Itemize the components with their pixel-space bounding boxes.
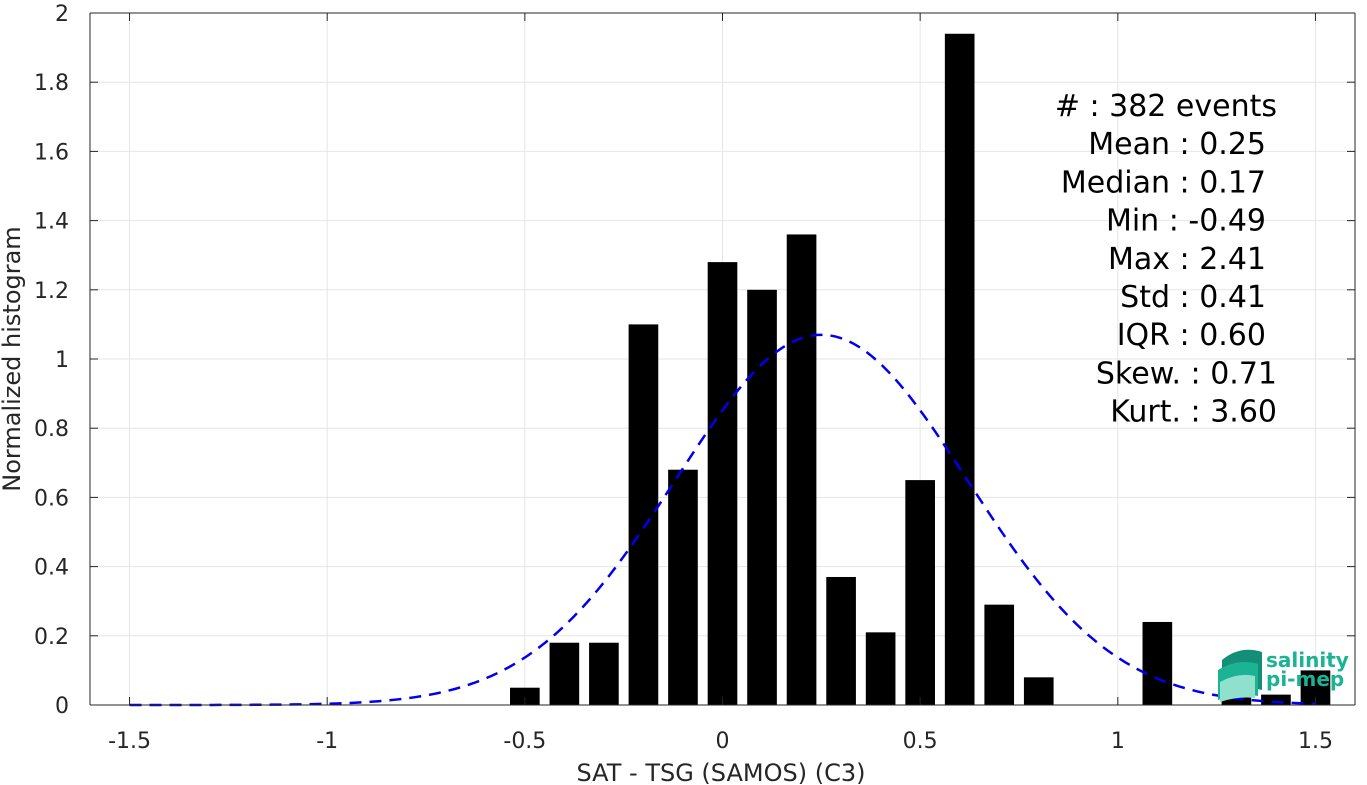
histogram-bar xyxy=(1142,621,1173,705)
histogram-bar xyxy=(865,632,896,705)
histogram-bar xyxy=(549,642,580,705)
y-tick-label: 0 xyxy=(55,694,69,719)
y-tick-label: 1.4 xyxy=(34,210,69,235)
histogram-bar xyxy=(589,642,619,705)
y-tick-label: 1 xyxy=(55,348,69,373)
y-tick-label: 0.4 xyxy=(34,556,69,581)
x-tick-label: 0.5 xyxy=(903,729,938,754)
x-tick-label: 1.5 xyxy=(1298,729,1333,754)
y-tick-label: 0.8 xyxy=(34,417,69,442)
histogram-bar xyxy=(628,324,659,705)
y-tick-label: 1.8 xyxy=(34,71,69,96)
y-tick-label: 0.6 xyxy=(34,486,69,511)
salinity-pimep-logo: salinity pi-mep xyxy=(1218,648,1349,702)
logo-text-pimep: pi-mep xyxy=(1266,667,1344,691)
x-tick-label: 0 xyxy=(716,729,730,754)
x-tick-label: -0.5 xyxy=(503,729,546,754)
stats-line: IQR : 0.60 xyxy=(1117,318,1266,353)
stats-line: Std : 0.41 xyxy=(1120,280,1266,315)
histogram-bar xyxy=(707,262,738,705)
stats-line: # : 382 events xyxy=(1055,89,1277,124)
x-tick-label: 1 xyxy=(1111,729,1125,754)
logo-text-salinity: salinity xyxy=(1266,648,1349,672)
tick-labels-layer: -1.5 -1 -0.5 0 0.5 1 1.5 0 0.2 0.4 0.6 0.8 1 1.2 1.4 1.… xyxy=(34,2,1333,754)
y-tick-label: 0.2 xyxy=(34,625,69,650)
histogram-bar xyxy=(668,469,698,705)
y-tick-label: 1.2 xyxy=(34,279,69,304)
histogram-bar xyxy=(786,234,817,705)
histogram-bar xyxy=(826,576,856,705)
y-axis-label: Normalized histogram xyxy=(0,226,26,491)
stats-line: Max : 2.41 xyxy=(1108,242,1266,277)
x-tick-label: -1 xyxy=(316,729,338,754)
axes-layer xyxy=(89,12,1356,706)
histogram-bar xyxy=(1261,694,1291,705)
stats-line: Skew. : 0.71 xyxy=(1096,356,1277,391)
histogram-bar xyxy=(510,687,540,705)
histogram-bar xyxy=(747,289,777,705)
histogram-bar xyxy=(944,33,975,705)
gaussian-fit-curve xyxy=(129,333,1316,707)
x-tick-label: -1.5 xyxy=(108,729,151,754)
stats-line: Mean : 0.25 xyxy=(1088,127,1266,162)
x-axis-label: SAT - TSG (SAMOS) (C3) xyxy=(577,759,866,785)
fit-curve-layer xyxy=(129,333,1316,707)
histogram-bar xyxy=(1023,677,1054,705)
logo-mark-icon xyxy=(1218,649,1262,702)
histogram-bar xyxy=(905,480,935,705)
histogram-bar xyxy=(984,604,1015,705)
stats-line: Min : -0.49 xyxy=(1106,204,1266,239)
y-tick-label: 1.6 xyxy=(34,140,69,165)
y-tick-label: 2 xyxy=(55,2,69,27)
stats-line: Median : 0.17 xyxy=(1061,165,1266,200)
stats-line: Kurt. : 3.60 xyxy=(1110,395,1277,430)
bars-layer xyxy=(510,33,1331,705)
